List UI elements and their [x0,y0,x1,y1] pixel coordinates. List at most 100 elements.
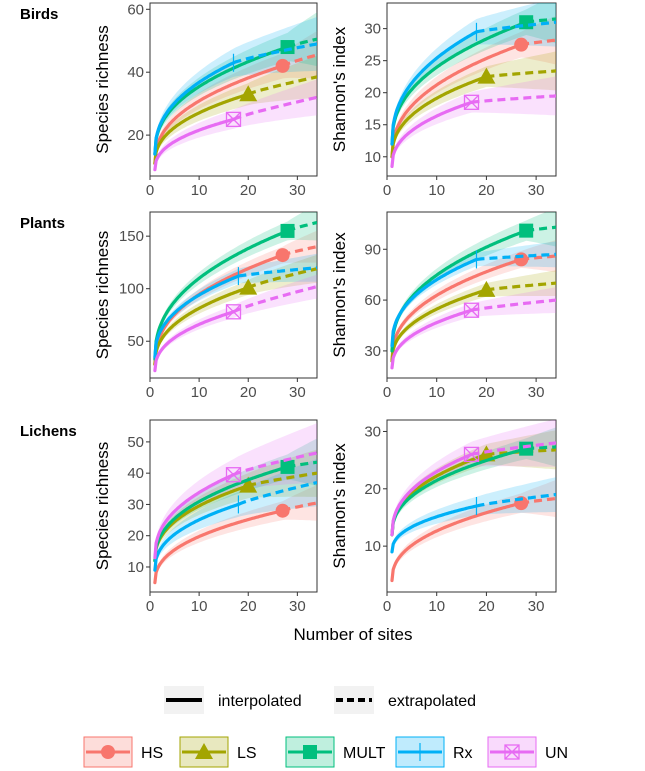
legend-label-ls: LS [237,745,257,762]
panel-1-1-xtick-label: 10 [191,182,208,199]
panel-3-2-band-rx [392,477,556,555]
legend-item-ls: LS [179,736,257,768]
panel-2-1-marker-un [225,304,242,320]
panel-1-1-marker-un-shape [225,111,242,128]
panel-2-2-band-rx [392,241,556,348]
panel-1-1-line-interpolated-un [153,117,236,172]
panel-3-2-line-extrapolated-rx [476,492,556,508]
panel-1-1-marker-hs-shape [275,58,290,73]
x-axis-title: Number of sites [293,625,412,644]
panel-3-1-marker-hs-shape [275,503,290,518]
panel-3-1-row-label: Lichens [20,423,77,440]
panel-2-2-ytick-label: 60 [364,292,381,309]
panel-2-1-line-interpolated-mult [153,229,290,361]
panel-3-2-ytick-label: 30 [364,423,381,440]
panel-2-1-marker-mult-shape [280,223,295,238]
panel-1-1-marker-un-x2 [226,111,241,127]
panel-2-1-ytick-label: 50 [127,333,144,350]
panel-3-1-line-extrapolated-ls [247,471,317,488]
panel-2-2-marker-hs [514,252,529,267]
panel-1-1-ytick-label: 60 [127,1,144,18]
panel-3-2-xtick-label: 10 [428,598,445,615]
panel-2-2-marker-un [463,302,480,318]
panel-1-2-line-extrapolated-ls [486,69,556,79]
panel-1-2-marker-hs [514,37,529,52]
legend-key-marker-ls [195,743,213,759]
panel-3-2-y-axis-title: Shannon's index [330,443,349,569]
panel-1-1-y-axis-title: Species richness [93,25,112,154]
panel-3-1-line-extrapolated-rx [237,480,317,506]
panel-2-1-line-extrapolated-rx [238,266,317,278]
panel-3-1-ytick-label: 10 [127,559,144,576]
panel-2-2-ytick-label: 30 [364,343,381,360]
legend-item-un: UN [487,736,568,768]
panel-1-2-xtick-label: 30 [528,182,545,199]
panel-3-2: 0 10 20 30 10 20 30 Shannon's index [330,419,557,615]
panel-2-1-row-label: Plants [20,215,65,232]
panel-3-1-line-interpolated-rx [153,502,240,572]
panel-2-2: 0 10 20 30 30 60 90 Shannon's index [330,211,557,401]
panel-1-2-band-hs [392,15,556,160]
panel-2-2-line-interpolated-rx [390,257,479,348]
panel-2-2-marker-hs-shape [514,252,529,267]
panel-2-1-marker-hs-shape [275,248,290,263]
panel-2-2-marker-un-shape [463,302,480,318]
panel-2-1-marker-hs [275,248,290,263]
panel-2-1: 0 10 20 30 50 100 150 Species richness Plants [20,211,318,401]
panel-3-1-ytick-label: 40 [127,465,144,482]
panel-3-1-band-ls [154,449,317,564]
panel-3-1-line-interpolated-mult [153,465,290,563]
panel-1-2-ytick-label: 25 [364,53,381,70]
panel-3-2-plot-area [390,420,556,583]
legend-item-hs: HS [83,736,163,768]
panel-3-1-band-rx [154,458,317,574]
panel-3-1-line-interpolated-ls [153,484,250,563]
panel-3-2-line-interpolated-rx [390,504,479,554]
panel-2-1-ytick-label: 150 [119,228,144,245]
panel-3-2-marker-un [463,446,480,463]
panel-1-2-y-axis-title: Shannon's index [330,26,349,152]
panel-1-2-ytick-label: 30 [364,21,381,38]
panel-1-2-band-rx [392,3,556,148]
panel-3-2-line-interpolated-ls [390,452,488,537]
panel-3-2-ytick-label: 10 [364,538,381,555]
panel-2-2-xtick-label: 0 [383,384,391,401]
panel-3-2-xtick-label: 30 [528,598,545,615]
panel-3-1-xtick-label: 20 [240,598,257,615]
panel-2-2-xtick-label: 20 [478,384,495,401]
panel-1-2-marker-ls [477,67,496,84]
panel-2-1-y-axis-title: Species richness [93,231,112,360]
panel-1-2-ytick-label: 10 [364,149,381,166]
panel-2-1-line-interpolated-rx [153,274,240,359]
legend-key-marker-un [504,744,520,760]
panel-2-2-marker-ls-shape [477,280,496,297]
panel-2-1-marker-un-x2 [226,304,241,320]
panel-1-2-plot-area [390,3,556,169]
panel-1-2-line-interpolated-hs [390,42,523,159]
panel-1-1-line-extrapolated-rx [232,42,317,65]
panel-3-1-ytick-label: 50 [127,434,144,451]
panel-2-1-line-interpolated-un [153,310,236,373]
panel-1-1-frame [149,2,318,177]
panel-3-2-line-interpolated-mult [390,447,528,537]
panel-1-1-marker-mult [280,40,295,55]
panel-3-1-line-interpolated-un [153,473,236,560]
panel-2-1-xtick-label: 10 [191,384,208,401]
panel-2-2-marker-mult [519,223,534,238]
panel-2-2-xtick-label: 10 [428,384,445,401]
panel-3-2-line-interpolated-un [390,452,474,537]
panel-1-2-line-interpolated-mult [390,20,528,146]
panel-1-1-xtick-label: 0 [146,182,154,199]
panel-2-2-y-axis-title: Shannon's index [330,232,349,358]
panel-3-1-line-extrapolated-un [232,451,317,477]
panel-2-2-line-extrapolated-un [471,298,556,312]
legend-label-mult: MULT [343,745,386,762]
panel-1-2-band-ls [392,51,556,160]
panel-3-1-xtick-label: 10 [191,598,208,615]
panel-1-1-xtick-label: 20 [240,182,257,199]
panel-2-2-band-hs [392,239,556,362]
panel-2-2-line-extrapolated-ls [486,281,556,292]
panel-3-2-marker-un-x2 [464,446,479,462]
